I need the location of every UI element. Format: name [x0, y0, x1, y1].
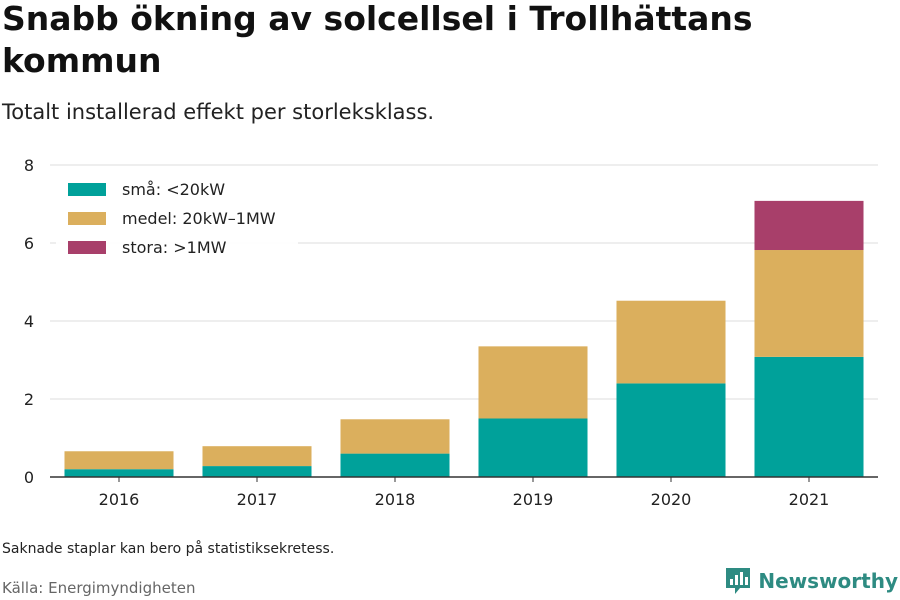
y-tick-label: 0	[24, 468, 34, 487]
legend-swatch	[68, 212, 106, 225]
y-tick-label: 4	[24, 312, 34, 331]
x-tick-label: 2016	[99, 490, 140, 509]
x-tick-label: 2020	[651, 490, 692, 509]
legend-label: små: <20kW	[122, 180, 225, 199]
newsworthy-logo-icon	[726, 568, 751, 594]
chart-subtitle: Totalt installerad effekt per storlekskl…	[2, 100, 435, 124]
y-tick-label: 8	[24, 156, 34, 175]
x-tick-label: 2017	[237, 490, 278, 509]
bar-segment	[616, 383, 726, 477]
bar-segment	[202, 466, 312, 477]
bar-segment	[340, 453, 450, 477]
brand-logo: Newsworthy	[724, 566, 898, 596]
legend: små: <20kW medel: 20kW–1MW stora: >1MW	[56, 170, 298, 266]
legend-label: stora: >1MW	[122, 238, 227, 257]
x-tick-label: 2021	[789, 490, 830, 509]
bar-segment	[478, 346, 588, 419]
x-tick-label: 2019	[513, 490, 554, 509]
legend-label: medel: 20kW–1MW	[122, 209, 276, 228]
bars	[64, 200, 864, 477]
stacked-bar-chart: 2016 2017 2018 2019 2020 2021 0 2 4 6 8 små: <20k…	[24, 156, 878, 509]
bar-segment	[754, 200, 864, 251]
x-tick-label: 2018	[375, 490, 416, 509]
chart-title: Snabb ökning av solcellsel i Trollhättan…	[2, 0, 753, 80]
legend-swatch	[68, 241, 106, 254]
footnote: Saknade staplar kan bero på statistiksek…	[2, 541, 335, 557]
bar-segment	[202, 446, 312, 467]
bar-segment	[64, 451, 174, 470]
legend-swatch	[68, 183, 106, 196]
bar-segment	[478, 418, 588, 477]
bar-segment	[616, 300, 726, 384]
y-tick-label: 6	[24, 234, 34, 253]
y-tick-label: 2	[24, 390, 34, 409]
bar-segment	[64, 469, 174, 477]
bar-segment	[754, 250, 864, 357]
bar-segment	[754, 356, 864, 477]
y-axis: 0 2 4 6 8	[24, 156, 34, 487]
source-label: Källa: Energimyndigheten	[2, 579, 196, 597]
brand-name: Newsworthy	[758, 569, 898, 593]
bar-segment	[340, 419, 450, 454]
x-axis: 2016 2017 2018 2019 2020 2021	[50, 476, 878, 509]
